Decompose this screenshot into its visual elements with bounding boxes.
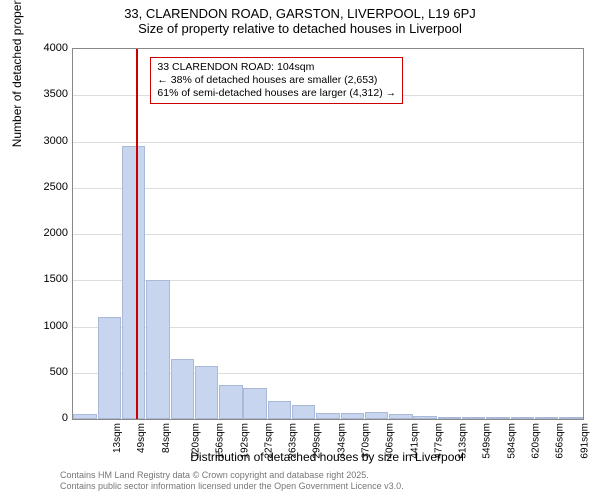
histogram-bar <box>511 417 534 419</box>
histogram-bar <box>535 417 558 419</box>
x-tick-label: 334sqm <box>336 423 347 459</box>
y-tick-label: 4000 <box>28 42 68 54</box>
y-tick-label: 3000 <box>28 135 68 147</box>
annotation-line: 33 CLARENDON ROAD: 104sqm <box>157 61 396 74</box>
y-axis-label: Number of detached properties <box>10 0 24 147</box>
histogram-bar <box>365 412 388 419</box>
chart-container: 33, CLARENDON ROAD, GARSTON, LIVERPOOL, … <box>0 0 600 500</box>
histogram-bar <box>438 417 461 419</box>
annotation-line: 61% of semi-detached houses are larger (… <box>157 87 396 100</box>
x-tick-label: 49sqm <box>136 423 147 453</box>
x-tick-label: 263sqm <box>288 423 299 459</box>
annotation-box: 33 CLARENDON ROAD: 104sqm← 38% of detach… <box>150 57 403 104</box>
x-tick-label: 691sqm <box>579 423 590 459</box>
histogram-bar <box>559 417 582 419</box>
footer-line-1: Contains HM Land Registry data © Crown c… <box>60 470 404 481</box>
annotation-line: ← 38% of detached houses are smaller (2,… <box>157 74 396 87</box>
x-tick-label: 299sqm <box>312 423 323 459</box>
x-tick-label: 477sqm <box>433 423 444 459</box>
property-marker-line <box>136 49 138 419</box>
histogram-bar <box>73 414 96 419</box>
histogram-bar <box>146 280 169 419</box>
footer-line-2: Contains public sector information licen… <box>60 481 404 492</box>
y-tick-label: 500 <box>28 366 68 378</box>
y-tick-label: 2500 <box>28 181 68 193</box>
histogram-bar <box>98 317 121 419</box>
histogram-bar <box>389 414 412 419</box>
histogram-bar <box>341 413 364 419</box>
x-tick-label: 549sqm <box>482 423 493 459</box>
x-tick-label: 227sqm <box>263 423 274 459</box>
chart-title-main: 33, CLARENDON ROAD, GARSTON, LIVERPOOL, … <box>0 0 600 21</box>
y-tick-label: 1000 <box>28 320 68 332</box>
y-tick-label: 2000 <box>28 227 68 239</box>
x-tick-label: 513sqm <box>458 423 469 459</box>
x-tick-label: 620sqm <box>531 423 542 459</box>
x-tick-label: 120sqm <box>191 423 202 459</box>
attribution-footer: Contains HM Land Registry data © Crown c… <box>60 470 404 492</box>
x-tick-label: 441sqm <box>409 423 420 459</box>
histogram-bar <box>413 416 436 419</box>
x-tick-label: 656sqm <box>555 423 566 459</box>
y-tick-label: 0 <box>28 412 68 424</box>
x-tick-label: 156sqm <box>215 423 226 459</box>
gridline <box>73 142 583 143</box>
x-tick-label: 192sqm <box>239 423 250 459</box>
gridline <box>73 188 583 189</box>
gridline <box>73 234 583 235</box>
histogram-bar <box>219 385 242 419</box>
x-tick-label: 406sqm <box>385 423 396 459</box>
plot-area: 33 CLARENDON ROAD: 104sqm← 38% of detach… <box>72 48 584 420</box>
x-tick-label: 84sqm <box>161 423 172 453</box>
histogram-bar <box>122 146 145 419</box>
y-tick-label: 1500 <box>28 273 68 285</box>
x-tick-label: 370sqm <box>361 423 372 459</box>
x-axis-label: Distribution of detached houses by size … <box>72 450 582 464</box>
histogram-bar <box>243 388 266 419</box>
histogram-bar <box>292 405 315 419</box>
histogram-bar <box>268 401 291 420</box>
chart-title-sub: Size of property relative to detached ho… <box>0 21 600 40</box>
histogram-bar <box>486 417 509 419</box>
x-tick-label: 584sqm <box>506 423 517 459</box>
histogram-bar <box>316 413 339 419</box>
x-tick-label: 13sqm <box>112 423 123 453</box>
histogram-bar <box>195 366 218 419</box>
y-tick-label: 3500 <box>28 88 68 100</box>
histogram-bar <box>171 359 194 419</box>
histogram-bar <box>462 417 485 419</box>
